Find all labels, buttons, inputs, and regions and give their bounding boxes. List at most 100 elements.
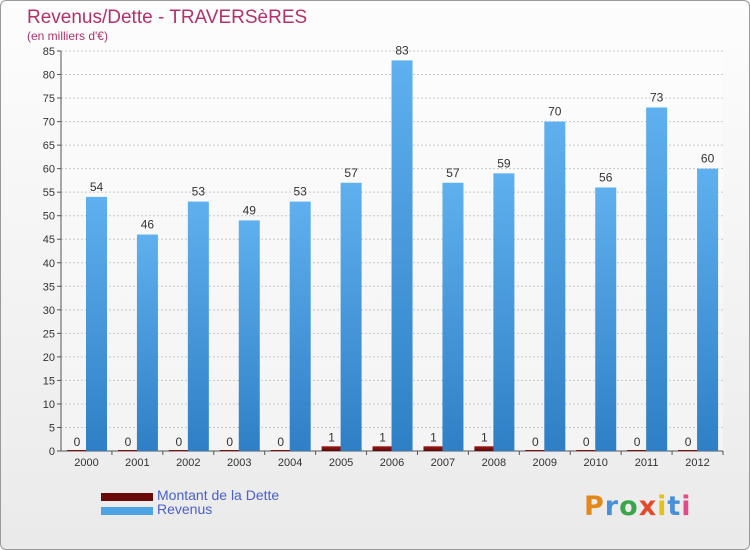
data-label-revenus-2009: 70 <box>548 105 562 119</box>
bar-revenus-2003 <box>238 220 260 451</box>
bar-debt-2003 <box>219 450 240 451</box>
bar-debt-2006 <box>372 446 393 451</box>
y-tick-label: 0 <box>49 446 55 458</box>
logo-letter: r <box>604 491 620 522</box>
data-label-debt-2009: 0 <box>532 435 539 449</box>
x-tick-label-2001: 2001 <box>125 457 149 469</box>
chart-subtitle: (en milliers d'€) <box>27 29 108 43</box>
bar-revenus-2006 <box>391 60 413 451</box>
y-tick-label: 25 <box>43 328 55 340</box>
data-label-revenus-2007: 57 <box>446 166 460 180</box>
x-tick-label-2002: 2002 <box>176 457 200 469</box>
y-tick-label: 15 <box>43 375 55 387</box>
x-tick-label-2011: 2011 <box>635 457 659 469</box>
data-label-revenus-2004: 53 <box>294 185 308 199</box>
data-label-revenus-2002: 53 <box>192 185 206 199</box>
x-tick-label-2009: 2009 <box>533 457 557 469</box>
data-label-revenus-2005: 57 <box>344 166 358 180</box>
logo-letter: i <box>657 491 668 522</box>
y-tick-label: 10 <box>43 399 55 411</box>
data-label-revenus-2008: 59 <box>497 156 511 170</box>
bar-debt-2004 <box>270 450 291 451</box>
bar-revenus-2000 <box>86 196 107 451</box>
bar-revenus-2007 <box>442 182 464 451</box>
data-label-debt-2011: 0 <box>634 435 641 449</box>
data-label-debt-2002: 0 <box>176 435 183 449</box>
x-tick-label-2006: 2006 <box>380 457 404 469</box>
logo-letter: o <box>619 491 639 522</box>
x-tick-label-2008: 2008 <box>482 457 506 469</box>
bar-revenus-2009 <box>544 121 566 452</box>
x-tick-label-2004: 2004 <box>278 457 302 469</box>
logo-letter: x <box>638 491 658 522</box>
bar-debt-2005 <box>321 446 342 451</box>
y-tick-label: 20 <box>43 352 55 364</box>
proxiti-logo: Proxiti <box>584 491 692 522</box>
data-label-revenus-2006: 83 <box>395 43 409 57</box>
data-label-debt-2008: 1 <box>481 430 488 444</box>
data-label-revenus-2001: 46 <box>141 218 155 232</box>
y-tick-label: 40 <box>43 258 55 270</box>
bar-debt-2010 <box>576 450 597 451</box>
y-tick-label: 50 <box>43 211 55 223</box>
bar-revenus-2005 <box>340 182 362 451</box>
bar-revenus-2001 <box>136 234 158 451</box>
bar-revenus-2012 <box>697 168 719 451</box>
data-label-debt-2005: 1 <box>328 430 335 444</box>
data-label-debt-2010: 0 <box>583 435 590 449</box>
data-label-debt-2007: 1 <box>430 430 437 444</box>
logo-letter: t <box>667 491 682 522</box>
bar-debt-2008 <box>474 446 495 451</box>
y-tick-label: 55 <box>43 187 55 199</box>
bar-debt-2000 <box>67 450 87 451</box>
y-tick-label: 5 <box>49 422 55 434</box>
x-tick-label-2000: 2000 <box>74 457 98 469</box>
bar-debt-2009 <box>525 450 546 451</box>
labels-layer: 0 54 0 46 0 53 0 49 0 53 1 57 1 83 1 57 1 59 0 70 0 56 0 73 0 60 <box>74 43 715 449</box>
bar-debt-2002 <box>168 450 189 451</box>
data-label-revenus-2000: 54 <box>90 180 104 194</box>
data-label-debt-2004: 0 <box>277 435 284 449</box>
y-tick-label: 75 <box>43 93 55 105</box>
data-label-revenus-2011: 73 <box>650 90 664 104</box>
y-tick-label: 60 <box>43 164 55 176</box>
x-tick-label-2010: 2010 <box>583 457 607 469</box>
legend-label-revenus: Revenus <box>157 501 213 517</box>
x-tick-label-2003: 2003 <box>227 457 251 469</box>
bar-debt-2012 <box>678 450 699 451</box>
bars-layer <box>67 60 719 452</box>
bar-debt-2011 <box>627 450 648 451</box>
bar-revenus-2011 <box>646 107 668 452</box>
legend-swatch-revenus <box>101 507 153 515</box>
data-label-revenus-2010: 56 <box>599 170 613 184</box>
bar-debt-2007 <box>423 446 444 451</box>
x-tick-label-2007: 2007 <box>431 457 455 469</box>
logo-letter: P <box>584 491 605 522</box>
y-tick-label: 80 <box>43 70 55 82</box>
x-tick-label-2005: 2005 <box>329 457 353 469</box>
bar-revenus-2004 <box>289 201 311 451</box>
y-tick-label: 45 <box>43 234 55 246</box>
y-tick-label: 65 <box>43 140 55 152</box>
y-tick-label: 30 <box>43 305 55 317</box>
logo-letter: i <box>681 491 692 522</box>
x-tick-label-2012: 2012 <box>685 457 709 469</box>
y-tick-label: 85 <box>43 46 55 58</box>
y-tick-label: 35 <box>43 281 55 293</box>
bar-revenus-2010 <box>595 187 617 451</box>
y-tick-label: 70 <box>43 117 55 129</box>
bar-debt-2001 <box>117 450 138 451</box>
legend-label-debt: Montant de la Dette <box>157 487 280 503</box>
chart-title: Revenus/Dette - TRAVERSèRES <box>27 7 308 28</box>
data-label-debt-2012: 0 <box>685 435 692 449</box>
data-label-debt-2003: 0 <box>226 435 233 449</box>
legend-swatch-debt <box>101 493 153 501</box>
bar-revenus-2008 <box>493 173 515 451</box>
data-label-revenus-2012: 60 <box>701 152 715 166</box>
data-label-debt-2001: 0 <box>125 435 132 449</box>
data-label-debt-2006: 1 <box>379 430 386 444</box>
data-label-debt-2000: 0 <box>74 435 81 449</box>
